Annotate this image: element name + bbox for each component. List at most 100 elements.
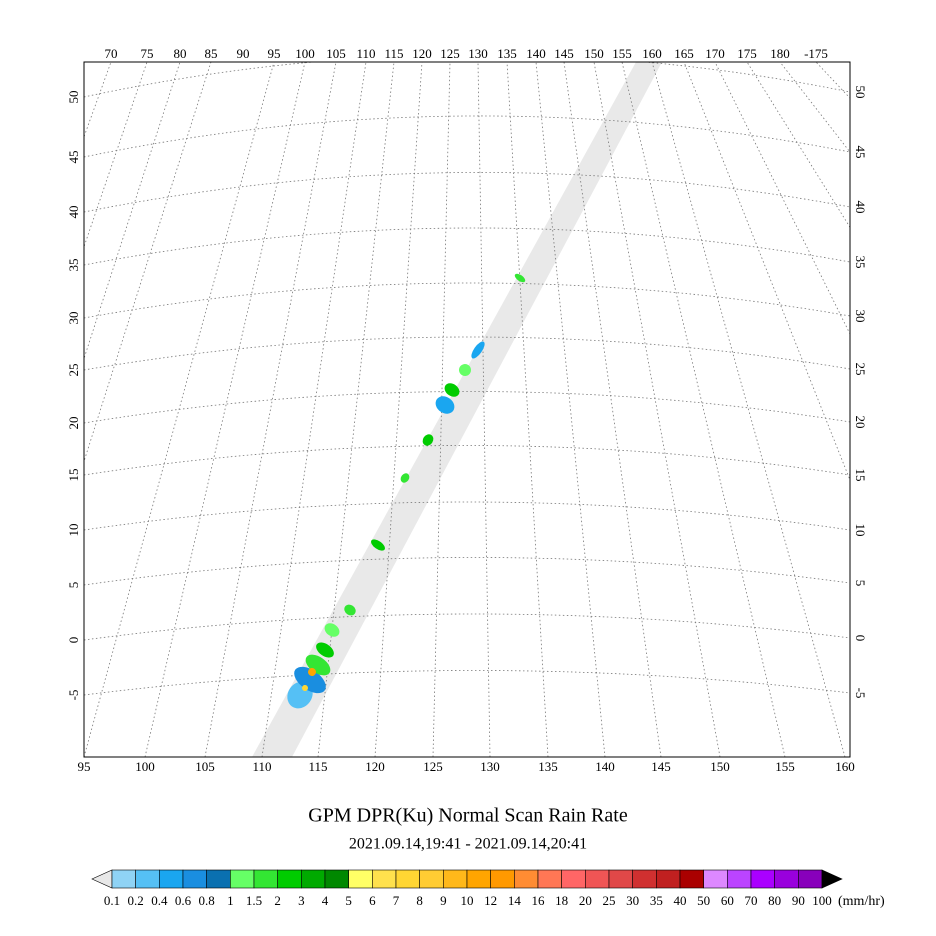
bottom-lon-label: 120 (365, 759, 385, 774)
colorbar-label: 80 (768, 893, 781, 908)
right-lat-label: 20 (853, 416, 868, 429)
top-lon-label: 120 (412, 46, 432, 61)
longitude-line (593, 62, 721, 757)
top-lon-label: 125 (440, 46, 460, 61)
longitude-line (84, 62, 181, 360)
longitude-line (84, 62, 275, 757)
colorbar-box (111, 869, 136, 889)
right-lat-label: 35 (853, 256, 868, 269)
top-lon-label: 70 (105, 46, 118, 61)
colorbar-label: 2 (274, 893, 281, 908)
top-lon-label: 155 (612, 46, 632, 61)
longitude-line (535, 62, 606, 757)
right-lat-label: 10 (853, 524, 868, 537)
colorbar-label: 60 (721, 893, 734, 908)
top-lon-label: 160 (642, 46, 662, 61)
left-lat-label: 5 (66, 582, 81, 589)
colorbar-box (608, 869, 633, 889)
colorbar-box (253, 869, 278, 889)
colorbar-box (324, 869, 349, 889)
colorbar-box (395, 869, 420, 889)
swath (252, 62, 662, 757)
top-lon-label: -175 (804, 46, 828, 61)
colorbar-label: 16 (532, 893, 546, 908)
longitude-line (374, 62, 423, 757)
right-lat-label: 50 (853, 86, 868, 99)
right-lat-label: 5 (853, 580, 868, 587)
top-lon-label: 150 (584, 46, 604, 61)
bottom-lon-label: 135 (538, 759, 558, 774)
colorbar-label: 0.6 (175, 893, 192, 908)
top-lon-label: 110 (356, 46, 375, 61)
colorbar-label: 8 (416, 893, 423, 908)
longitude-line (204, 62, 337, 757)
bottom-lon-label: 130 (480, 759, 500, 774)
rain-patch (435, 396, 455, 414)
left-lat-label: 45 (66, 151, 81, 164)
rain-patch (371, 539, 385, 551)
colorbar-label: 5 (345, 893, 352, 908)
bottom-lon-label: 105 (195, 759, 215, 774)
colorbar-label: 20 (579, 893, 592, 908)
top-lon-label: 90 (237, 46, 250, 61)
top-lon-label: 175 (737, 46, 757, 61)
colorbar-label: 0.8 (199, 893, 215, 908)
right-lat-label: -5 (853, 688, 868, 699)
left-lat-label: -5 (66, 690, 81, 701)
rain-patch (514, 273, 526, 283)
colorbar-box (182, 869, 207, 889)
left-lat-label: 20 (66, 417, 81, 430)
colorbar-box (206, 869, 231, 889)
latitude-line (84, 62, 850, 98)
rain-patch (444, 383, 460, 397)
top-lon-label: 145 (554, 46, 574, 61)
right-lat-label: 45 (853, 146, 868, 159)
top-lon-label: 170 (705, 46, 725, 61)
colorbar-box (159, 869, 184, 889)
latitude-line (84, 445, 850, 476)
colorbar-label: 0.1 (104, 893, 120, 908)
bottom-lon-label: 150 (710, 759, 730, 774)
left-lat-label: 25 (66, 364, 81, 377)
longitude-line (621, 62, 786, 757)
bottom-lon-label: 95 (78, 759, 91, 774)
right-lat-label: 25 (853, 363, 868, 376)
latitude-line (84, 501, 850, 531)
colorbar-label: 30 (626, 893, 639, 908)
bottom-lon-label: 140 (595, 759, 615, 774)
colorbar-label: 1 (227, 893, 234, 908)
rain-patch (302, 685, 308, 691)
bottom-lon-label: 145 (651, 759, 671, 774)
rain-patch (422, 434, 434, 446)
colorbar-box (774, 869, 799, 889)
colorbar-label: 18 (555, 893, 568, 908)
latitude-line (84, 557, 850, 586)
latitude-line (84, 282, 850, 319)
colorbar-box (798, 869, 823, 889)
rain-patch (471, 341, 485, 359)
colorbar-box (277, 869, 302, 889)
left-lat-label: 10 (66, 524, 81, 537)
longitude-line (84, 62, 212, 463)
colorbar-box (632, 869, 657, 889)
colorbar-box (466, 869, 491, 889)
rain-patch (324, 623, 340, 637)
left-lat-label: 30 (66, 312, 81, 325)
left-lat-label: 40 (66, 206, 81, 219)
map-area (84, 62, 850, 757)
rain-patch (294, 666, 326, 694)
colorbar-label: 35 (650, 893, 663, 908)
bottom-lon-label: 115 (308, 759, 327, 774)
top-lon-label: 140 (526, 46, 546, 61)
latitude-line (84, 613, 850, 641)
left-lat-label: 0 (66, 637, 81, 644)
top-lon-label: 75 (141, 46, 154, 61)
colorbar-label: 90 (792, 893, 805, 908)
longitude-line (144, 62, 306, 757)
colorbar-box (135, 869, 160, 889)
longitude-line (651, 62, 846, 757)
top-lon-label: 165 (674, 46, 694, 61)
right-lat-label: 30 (853, 310, 868, 323)
colorbar-box (301, 869, 326, 889)
